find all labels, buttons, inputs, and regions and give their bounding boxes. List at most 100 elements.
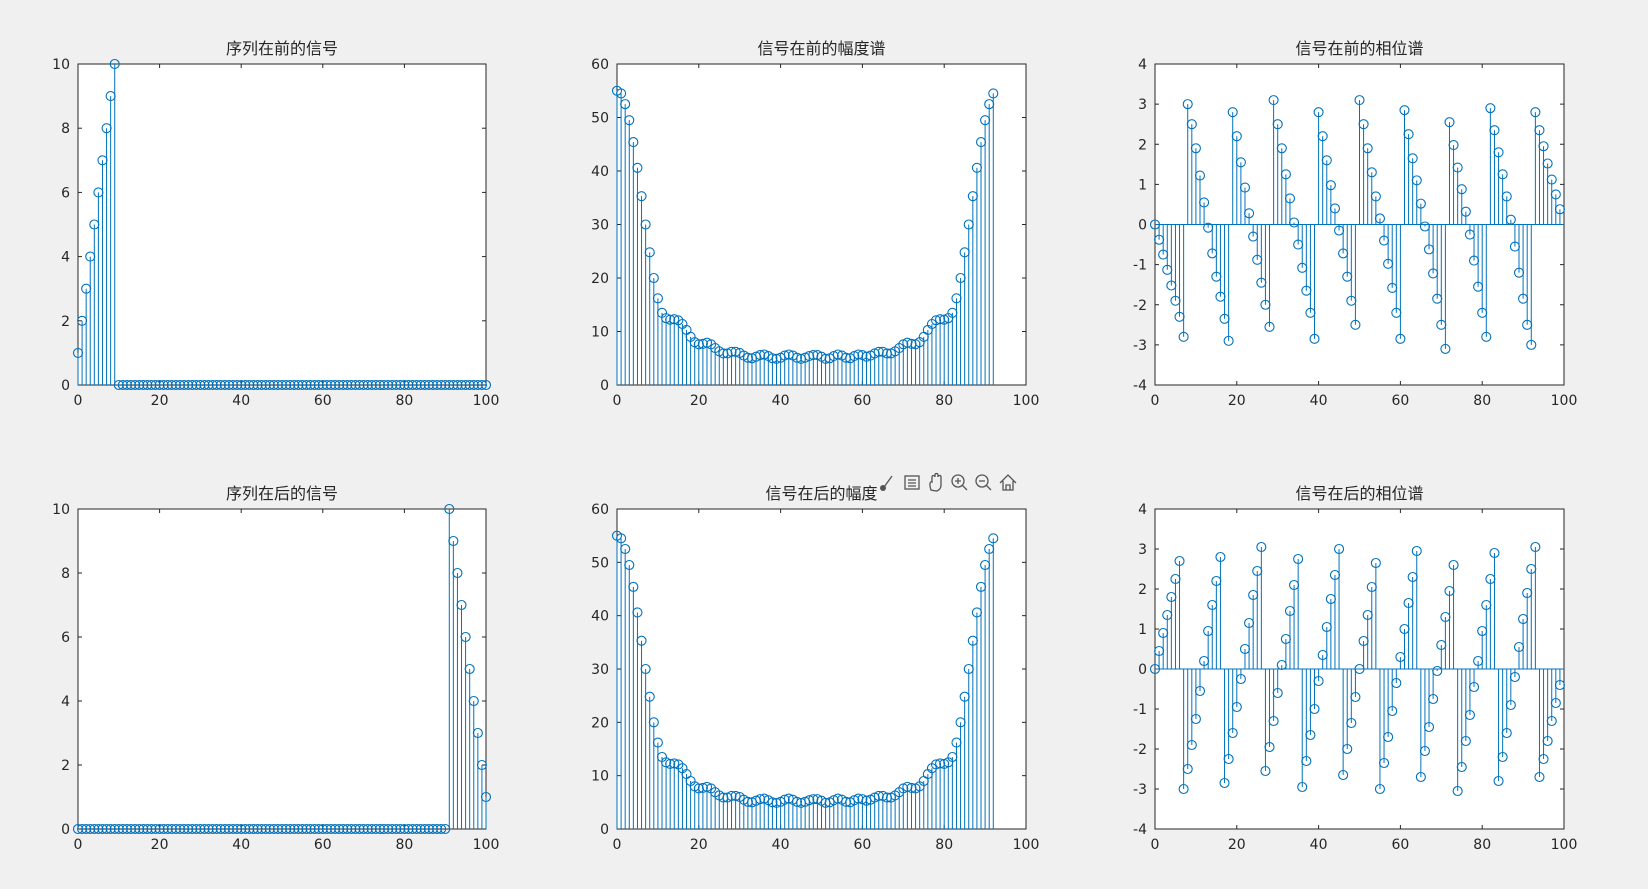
stem-marker (199, 379, 210, 391)
stem-marker (1272, 687, 1283, 699)
stem-marker (130, 379, 141, 391)
axes-2[interactable]: 信号在前的幅度谱 0 20 40 60 80 100 0 10 20 30 40 50 60 (591, 39, 1039, 409)
pan-hand-icon[interactable] (926, 472, 946, 492)
stem-marker (187, 379, 198, 391)
stem-marker (902, 337, 913, 348)
x-tick-label: 80 (395, 837, 413, 853)
stem-marker (1554, 679, 1565, 691)
y-tick-label: -1 (1133, 258, 1147, 274)
stem-marker (142, 823, 153, 835)
stem-marker (464, 663, 475, 675)
x-tick-label: 100 (473, 837, 500, 853)
stem-marker (1542, 158, 1553, 169)
y-tick-label: 2 (61, 314, 70, 330)
stem-marker (1309, 703, 1320, 715)
stem-marker (150, 823, 161, 835)
stem-marker (232, 379, 243, 391)
x-tick-label: 100 (1013, 837, 1040, 853)
y-tick-label: 0 (1138, 662, 1147, 678)
stem-marker (1546, 174, 1557, 185)
stem-marker (342, 823, 353, 835)
stem-marker (93, 823, 104, 835)
zoom-out-icon[interactable] (974, 472, 994, 492)
stem-marker (1460, 735, 1471, 747)
axes-title: 信号在后的幅度 (765, 484, 877, 503)
stem-marker (436, 379, 447, 391)
zoom-in-icon-sign (955, 478, 961, 484)
stem-series (611, 530, 999, 829)
stem-marker (644, 691, 655, 702)
stem-marker (906, 338, 917, 349)
stem-marker (1399, 105, 1410, 116)
stem-marker (476, 759, 487, 771)
stem-marker (395, 823, 406, 835)
stem-marker (476, 379, 487, 391)
home-icon[interactable] (998, 472, 1018, 492)
stem-marker (1530, 107, 1541, 118)
legend-icon[interactable] (902, 472, 922, 492)
stem-marker (1362, 143, 1373, 154)
stem-series (72, 503, 492, 835)
y-tick-label: 4 (61, 694, 70, 710)
stem-marker (652, 293, 663, 304)
stem-marker (264, 823, 275, 835)
stem-series (611, 85, 999, 385)
stem-marker (624, 559, 635, 571)
stem-marker (423, 823, 434, 835)
stem-marker (321, 823, 332, 835)
stem-marker (1415, 198, 1426, 209)
stem-marker (297, 823, 308, 835)
stem-marker (174, 823, 186, 835)
y-tick-label: 1 (1138, 622, 1147, 638)
stem-marker (272, 823, 283, 835)
stem-marker (109, 823, 120, 835)
stem-marker (423, 379, 434, 391)
y-tick-label: 3 (1138, 542, 1147, 558)
axes-title: 序列在后的信号 (226, 484, 338, 503)
stem-marker (452, 379, 463, 391)
stem-marker (305, 823, 316, 835)
stem-marker (1346, 717, 1357, 729)
stem-marker (281, 379, 292, 391)
zoom-in-icon[interactable] (950, 472, 970, 492)
stem-marker (1370, 557, 1381, 569)
x-tick-label: 40 (1310, 393, 1328, 409)
stem-marker (362, 379, 373, 391)
stem-marker (1268, 95, 1279, 106)
stem-marker (207, 823, 218, 835)
stem-marker (211, 379, 222, 391)
stem-marker (403, 379, 414, 391)
axes-6[interactable]: 信号在后的相位谱 0 20 40 60 80 100 -4 -3 -2 -1 0 1 2 3 4 (1133, 484, 1577, 853)
x-tick-label: 100 (1013, 393, 1040, 409)
stem-marker (174, 379, 186, 391)
axes-3[interactable]: 信号在前的相位谱 0 20 40 60 80 100 -4 -3 -2 -1 0 1 2 3 4 (1133, 39, 1577, 409)
stem-marker (628, 137, 639, 148)
stem-marker (215, 379, 226, 391)
axes-4[interactable]: 序列在后的信号 0 20 40 60 80 100 0 2 4 6 8 10 (52, 484, 499, 853)
plot-area (616, 508, 1027, 830)
axes-toolbar[interactable] (878, 472, 1018, 492)
stem-marker (248, 823, 259, 835)
brush-icon[interactable] (878, 472, 898, 492)
stem-marker (313, 823, 324, 835)
axes-5[interactable]: 信号在后的幅度 0 20 40 60 80 100 0 10 20 30 40 50 60 (591, 484, 1039, 853)
pan-hand-icon-hitbox[interactable] (926, 472, 946, 492)
stem-marker (276, 823, 288, 835)
stem-marker (240, 823, 251, 835)
stem-marker (244, 823, 255, 835)
stem-marker (1387, 705, 1398, 717)
stem-marker (362, 823, 373, 835)
stem-marker (113, 379, 124, 391)
stem-marker (1505, 214, 1516, 225)
stem-marker (236, 823, 247, 835)
stem-marker (1501, 727, 1512, 739)
x-tick-label: 0 (613, 393, 622, 409)
stem-marker (1199, 197, 1210, 208)
stem-marker (1256, 541, 1267, 553)
stem-marker (354, 823, 365, 835)
y-tick-label: 3 (1138, 97, 1147, 113)
x-tick-label: 100 (1551, 393, 1578, 409)
axes-1[interactable]: 序列在前的信号 0 20 40 60 80 100 0 2 4 6 8 10 (52, 39, 499, 409)
stem-marker (72, 823, 84, 835)
x-tick-label: 20 (1228, 837, 1246, 853)
